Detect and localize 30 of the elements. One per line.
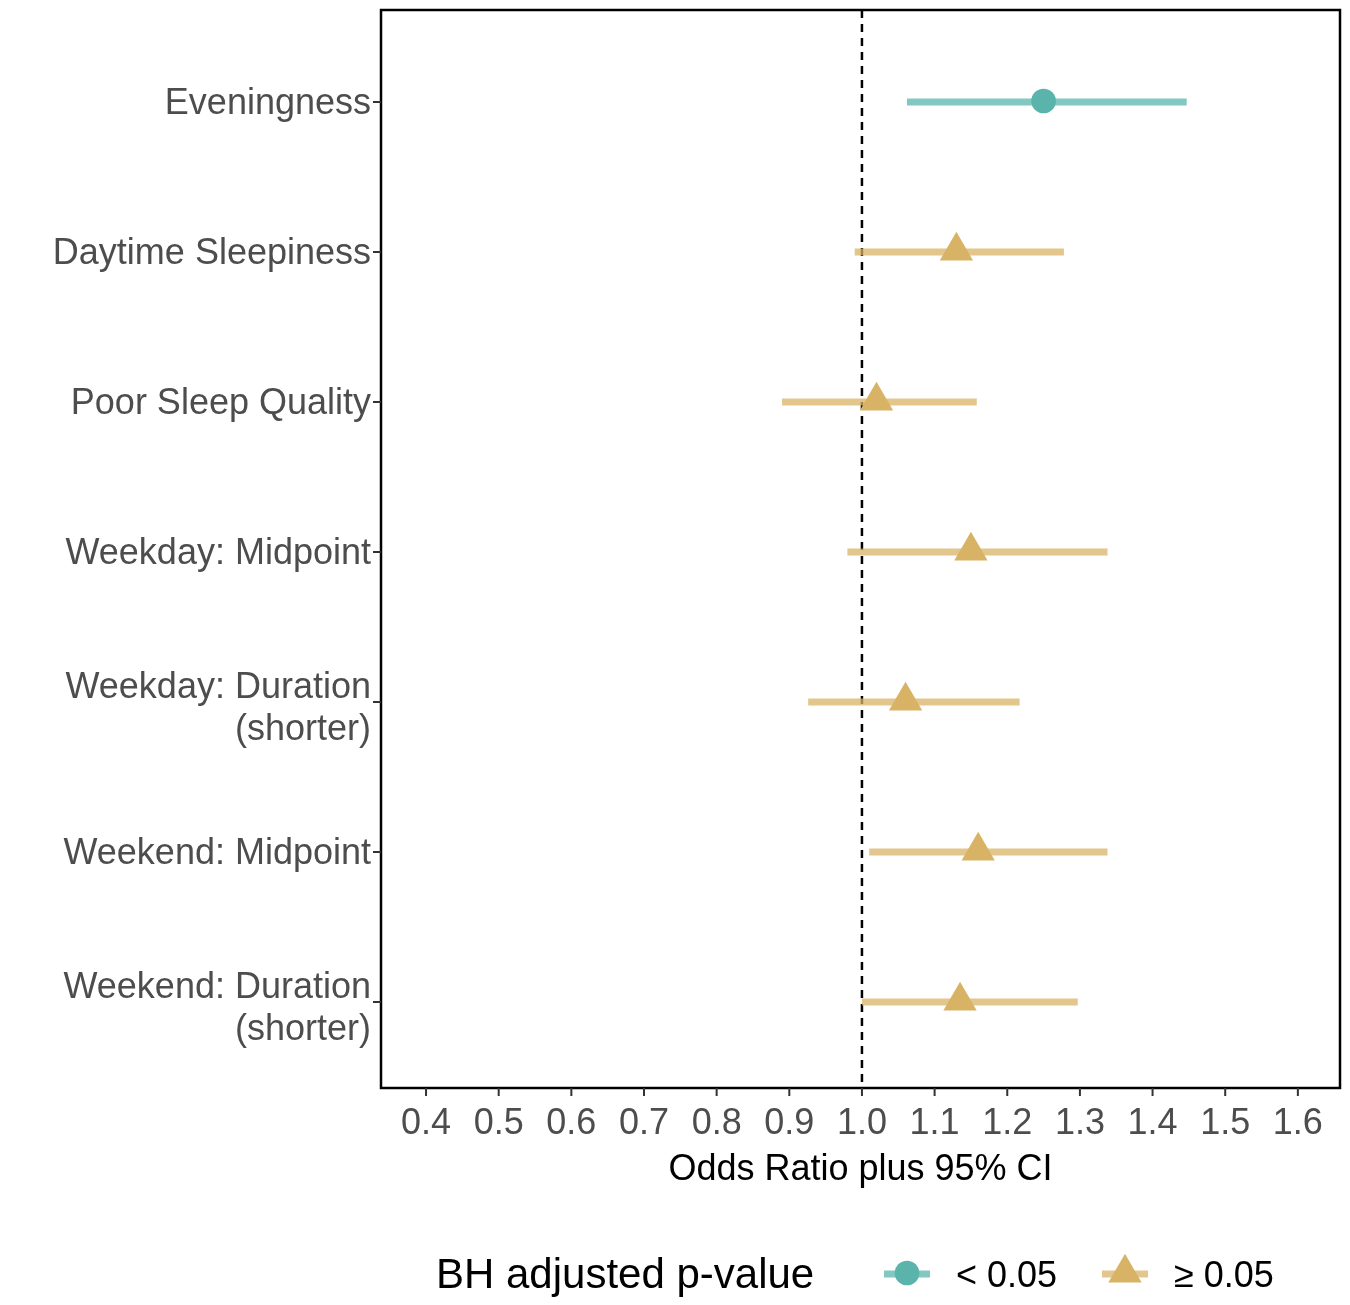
x-tick-label: 1.2	[982, 1101, 1033, 1142]
legend-label: < 0.05	[956, 1254, 1058, 1295]
x-tick-label: 1.6	[1272, 1101, 1323, 1142]
y-tick-label: Poor Sleep Quality	[70, 381, 371, 422]
x-tick-label: 0.4	[401, 1101, 452, 1142]
x-tick-label: 0.5	[473, 1101, 524, 1142]
y-tick-label: Weekend: Duration (shorter)	[63, 965, 371, 1048]
point	[961, 831, 995, 861]
x-axis-title: Odds Ratio plus 95% CI	[668, 1147, 1053, 1188]
point	[859, 381, 894, 411]
x-tick-label: 1.3	[1054, 1101, 1105, 1142]
point	[954, 531, 988, 561]
x-tick-label: 1.4	[1127, 1101, 1178, 1142]
x-tick-label: 0.8	[691, 1101, 742, 1142]
y-tick-label: Daytime Sleepiness	[52, 231, 371, 272]
x-tick-label: 1.5	[1200, 1101, 1251, 1142]
y-tick-label: Weekday: Midpoint	[65, 531, 371, 572]
y-tick-label: Eveningness	[164, 81, 371, 122]
x-tick-label: 1.0	[836, 1101, 887, 1142]
point	[888, 681, 923, 711]
x-tick-label: 0.7	[618, 1101, 670, 1142]
point	[943, 981, 977, 1011]
legend-label: ≥ 0.05	[1174, 1254, 1274, 1295]
x-tick-label: 0.6	[546, 1101, 597, 1142]
x-tick-label: 0.9	[764, 1101, 815, 1142]
y-tick-label: Weekday: Duration (shorter)	[65, 665, 371, 748]
y-tick-label: Weekend: Midpoint	[63, 831, 371, 872]
x-tick-label: 1.1	[909, 1101, 960, 1142]
point	[939, 231, 974, 261]
legend-title: BH adjusted p-value	[436, 1250, 815, 1297]
